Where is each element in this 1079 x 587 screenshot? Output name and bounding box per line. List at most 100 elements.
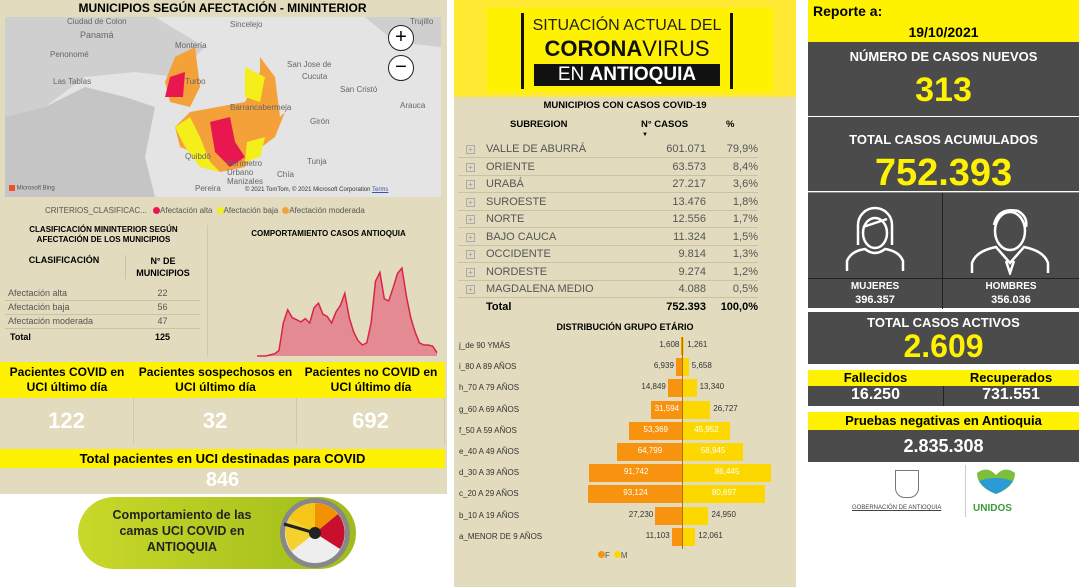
active-panel: TOTAL CASOS ACTIVOS 2.609 <box>808 312 1079 364</box>
subregion-total-cases: 752.393 <box>666 301 706 313</box>
subregion-pct: 0,5% <box>732 283 758 295</box>
bar-m[interactable] <box>683 527 696 546</box>
subregion-cases: 9.814 <box>678 248 706 260</box>
area-chart-title: COMPORTAMIENTO CASOS ANTIOQUIA <box>251 229 406 238</box>
bar-value-label: 11,103 <box>645 530 670 540</box>
place-label: Barrancabermeja <box>230 103 292 112</box>
bar-f[interactable] <box>655 506 683 525</box>
bar-m[interactable] <box>683 337 685 355</box>
unidos-logo-text: UNIDOS <box>973 503 1012 514</box>
expand-icon[interactable]: + <box>466 180 475 189</box>
subregion-row: + MAGDALENA MEDIO 4.088 0,5% <box>458 281 758 298</box>
legend-dot-icon <box>216 207 224 214</box>
bar-f[interactable] <box>589 464 683 483</box>
age-group-label: f_50 A 59 AÑOS <box>459 425 517 435</box>
recovered-label: Recuperados <box>969 370 1053 385</box>
subregion-cases: 11.324 <box>673 230 706 243</box>
legend-item[interactable]: Afectación alta <box>160 206 213 215</box>
unidos-heart-icon <box>977 469 1015 494</box>
bar-f[interactable] <box>667 379 683 398</box>
place-label: Chía <box>277 170 294 179</box>
header-virus: VIRUS <box>642 36 710 61</box>
active-title: TOTAL CASOS ACTIVOS <box>867 315 1020 330</box>
place-label: Ciudad de Colon <box>67 17 127 26</box>
subregion-name: ORIENTE <box>486 160 535 173</box>
bar-m[interactable] <box>683 400 711 419</box>
bar-f[interactable] <box>675 358 683 377</box>
classification-value: 22 <box>157 288 168 298</box>
legend-item[interactable]: Afectación moderada <box>289 206 365 215</box>
woman-icon <box>845 206 905 271</box>
bar-m[interactable] <box>683 506 709 525</box>
subregion-pct: 1,2% <box>732 265 758 278</box>
place-label: Montería <box>175 41 207 50</box>
legend-item[interactable]: Afectación baja <box>223 206 279 215</box>
bar-f[interactable] <box>650 400 683 419</box>
region-baja-2 <box>245 67 265 102</box>
zoom-out-button[interactable]: − <box>388 55 414 81</box>
bar-m[interactable] <box>683 464 772 483</box>
legend-dot-icon <box>613 551 621 558</box>
subregion-pct: 1,5% <box>732 230 758 243</box>
bar-f[interactable] <box>616 443 683 461</box>
copyright-text: © 2021 TomTom, © 2021 Microsoft Corporat… <box>245 187 371 193</box>
bar-f[interactable] <box>588 485 683 504</box>
region-alta <box>165 72 185 97</box>
subregion-pct: 79,9% <box>726 143 758 155</box>
subregion-name: MAGDALENA MEDIO <box>486 283 594 295</box>
map-legend: CRITERIOS_CLASIFICAC... Afectación alta A… <box>45 206 365 215</box>
header-en: EN <box>557 64 590 85</box>
subregion-row: + ORIENTE 63.573 8,4% <box>458 159 758 176</box>
bar-m[interactable] <box>683 485 766 504</box>
negative-tests-title: Pruebas negativas en Antioquia <box>808 412 1079 430</box>
accumulated-value: 752.393 <box>874 152 1013 194</box>
header-logo: SITUACIÓN ACTUAL DEL CORONAVIRUS EN ANTI… <box>487 8 773 92</box>
classification-label: Afectación baja <box>8 302 70 312</box>
subregion-name: BAJO CAUCA <box>486 230 557 243</box>
uci-title: Pacientes sospechosos en UCI último día <box>134 362 297 398</box>
cases-area-chart <box>257 266 438 357</box>
expand-icon[interactable]: + <box>466 267 475 277</box>
map[interactable]: Ciudad de Colon Panamá Penonomé Las Tabl… <box>5 17 441 197</box>
subregion-cases: 13.476 <box>672 195 706 208</box>
header-line3: EN ANTIOQUIA <box>534 64 720 86</box>
age-pyramid-chart: j_de 90 YMÁS 1,608 1,261 i_80 A 89 AÑOS 6,93… <box>454 337 796 567</box>
legend-item[interactable]: M <box>620 551 628 560</box>
subregion-row: + BAJO CAUCA 11.324 1,5% <box>458 229 758 246</box>
subregion-name: NORTE <box>486 213 525 225</box>
bar-m[interactable] <box>683 443 744 461</box>
bar-f[interactable] <box>628 421 683 440</box>
new-cases-panel: NÚMERO DE CASOS NUEVOS 313 <box>808 42 1079 116</box>
age-group-label: i_80 A 89 AÑOS <box>459 362 517 372</box>
col-subregion[interactable]: SUBREGION <box>510 119 568 130</box>
subregion-total-label: Total <box>486 301 512 313</box>
uci-beds-button[interactable]: Comportamiento de las camas UCI COVID en… <box>78 497 356 569</box>
classification-row: Afectación alta 22 <box>5 287 200 301</box>
expand-icon[interactable]: + <box>466 197 475 207</box>
expand-icon[interactable]: + <box>466 285 475 294</box>
bar-m[interactable] <box>683 379 697 398</box>
bar-value-label: 24,950 <box>711 509 736 519</box>
zoom-in-button[interactable]: + <box>388 25 414 51</box>
expand-icon[interactable]: + <box>466 232 475 242</box>
subregion-name: VALLE DE ABURRÁ <box>486 143 587 155</box>
age-group-label: d_30 A 39 AÑOS <box>459 468 520 478</box>
place-label: Pereira <box>195 184 221 193</box>
expand-icon[interactable]: + <box>466 215 475 224</box>
expand-icon[interactable]: + <box>466 162 475 172</box>
expand-icon[interactable]: + <box>466 250 475 259</box>
total-label: Total <box>10 332 31 342</box>
terms-link[interactable]: Terms <box>372 187 389 193</box>
bar-f[interactable] <box>671 527 683 546</box>
col-casos[interactable]: N° CASOS <box>641 119 689 130</box>
expand-icon[interactable]: + <box>466 145 475 154</box>
subregion-row: + SUROESTE 13.476 1,8% <box>458 194 758 211</box>
map-title: MUNICIPIOS SEGÚN AFECTACIÓN - MININTERIO… <box>78 1 367 15</box>
bar-m[interactable] <box>683 358 689 377</box>
place-label: Manizales <box>227 177 264 186</box>
bar-m[interactable] <box>683 421 730 440</box>
bar-value-label: 13,340 <box>699 382 725 392</box>
legend-dot-icon <box>153 207 161 214</box>
legend-item[interactable]: F <box>605 551 610 560</box>
